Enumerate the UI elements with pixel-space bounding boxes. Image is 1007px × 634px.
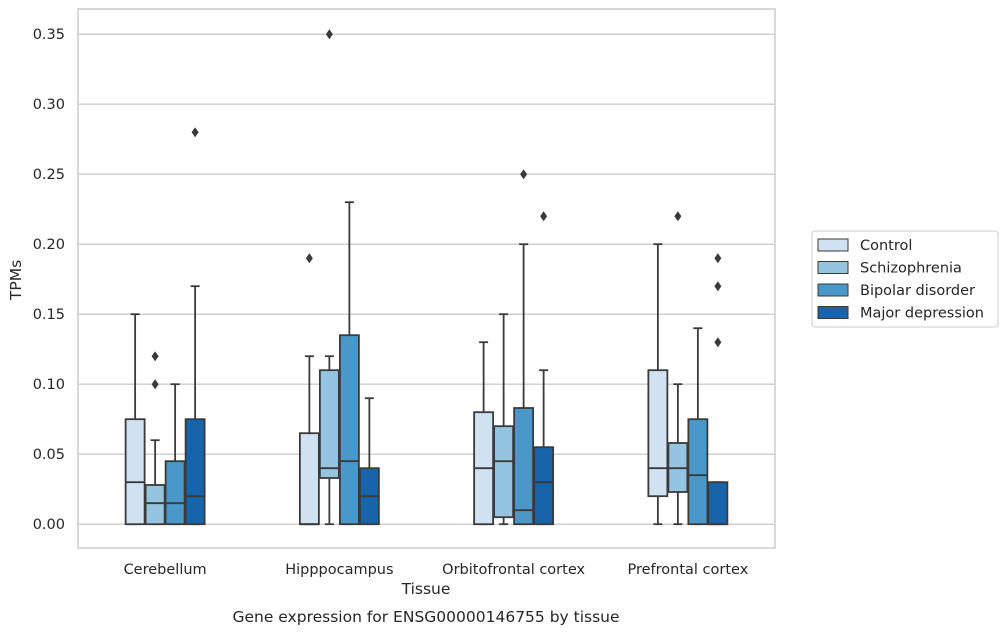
box-major-depression <box>184 127 206 526</box>
box-body <box>493 425 515 519</box>
outlier-point <box>325 29 333 40</box>
box-body <box>164 460 186 526</box>
box-schizophrenia <box>144 351 166 526</box>
chart-caption: Gene expression for ENSG00000146755 by t… <box>232 608 619 626</box>
x-tick-label: Orbitofrontal cortex <box>442 562 585 578</box>
legend-label: Bipolar disorder <box>860 283 975 299</box>
box-body <box>318 369 340 479</box>
outlier-point <box>714 337 722 348</box>
legend-label: Control <box>860 238 912 254</box>
y-tick-labels: 0.00 0.05 0.10 0.15 0.20 0.25 0.30 0.35 <box>33 27 65 533</box>
box-body <box>338 334 360 526</box>
x-tick-labels: Cerebellum Hipppocampus Orbitofrontal cort… <box>124 562 749 578</box>
outlier-point <box>191 127 199 138</box>
box-major-depression <box>533 211 555 526</box>
box-body <box>184 418 206 526</box>
y-tick-label: 0.10 <box>33 377 65 393</box>
box-schizophrenia <box>667 211 689 526</box>
y-tick-label: 0.25 <box>33 167 65 183</box>
box-body <box>298 432 320 526</box>
box-control <box>647 243 669 526</box>
box-body <box>687 418 709 526</box>
outlier-point <box>674 211 682 222</box>
y-tick-label: 0.20 <box>33 237 65 253</box>
legend-swatch <box>817 238 849 252</box>
box-bipolar-disorder <box>513 169 535 526</box>
box-bipolar-disorder <box>338 201 360 526</box>
x-tick-label: Cerebellum <box>124 562 207 578</box>
box-control <box>473 341 495 526</box>
box-major-depression <box>358 397 380 526</box>
outlier-point <box>305 253 313 264</box>
y-tick-label: 0.00 <box>33 517 65 533</box>
outlier-point <box>151 379 159 390</box>
legend-frame <box>811 230 999 328</box>
box-schizophrenia <box>318 29 340 526</box>
box-body <box>533 446 555 526</box>
legend-label: Schizophrenia <box>860 261 962 277</box>
outlier-point <box>714 281 722 292</box>
x-axis-title: Tissue <box>401 580 451 598</box>
y-tick-label: 0.15 <box>33 307 65 323</box>
plot-frame <box>77 8 776 549</box>
box-groups <box>124 29 729 526</box>
legend-swatch <box>817 283 849 297</box>
box-body <box>124 418 146 526</box>
box-body <box>144 484 166 526</box>
y-tick-label: 0.30 <box>33 97 65 113</box>
outlier-point <box>540 211 548 222</box>
box-body <box>707 481 729 526</box>
box-control <box>124 313 146 526</box>
legend-label: Major depression <box>860 306 984 322</box>
box-major-depression <box>707 253 729 526</box>
outlier-point <box>151 351 159 362</box>
box-body <box>513 407 535 526</box>
y-tick-label: 0.35 <box>33 27 65 43</box>
box-bipolar-disorder <box>164 383 186 526</box>
x-tick-label: Prefrontal cortex <box>627 562 748 578</box>
box-control <box>298 253 320 526</box>
legend-swatch <box>817 306 849 319</box>
legend-swatch <box>817 261 849 274</box>
y-axis-title: TPMs <box>7 260 25 301</box>
x-tick-label: Hipppocampus <box>285 562 393 578</box>
box-bipolar-disorder <box>687 327 709 526</box>
box-body <box>647 369 669 498</box>
outlier-point <box>520 169 528 180</box>
outlier-point <box>714 253 722 264</box>
box-schizophrenia <box>493 313 515 526</box>
legend: Control Schizophrenia Bipolar disorder Majo… <box>811 230 999 328</box>
y-tick-label: 0.05 <box>33 447 65 463</box>
